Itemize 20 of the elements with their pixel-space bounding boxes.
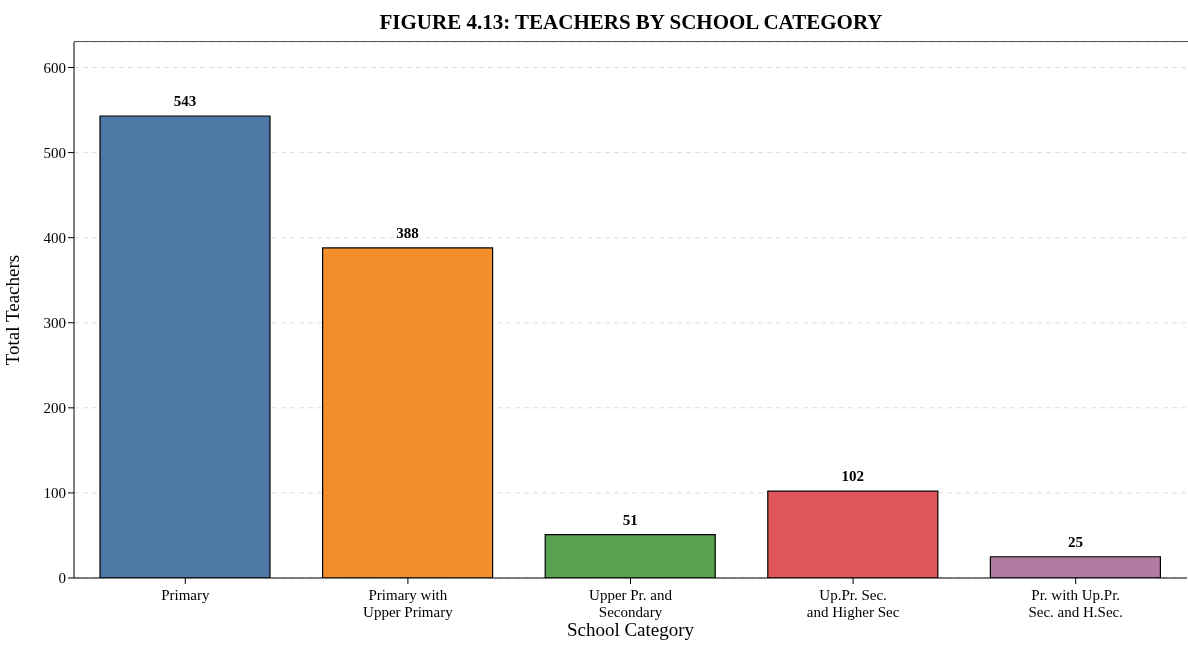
data-label: 388 bbox=[396, 224, 419, 241]
data-label: 51 bbox=[622, 511, 638, 528]
chart-title: FIGURE 4.13: TEACHERS BY SCHOOL CATEGORY bbox=[378, 10, 884, 35]
x-tick-label: Pr. with Up.Pr. Sec. and H.Sec. bbox=[1028, 587, 1123, 620]
y-tick-label: 0 bbox=[58, 570, 66, 587]
y-tick-label: 500 bbox=[43, 144, 66, 161]
data-label: 543 bbox=[173, 93, 197, 110]
y-tick-label: 200 bbox=[43, 400, 66, 417]
y-tick-label: 600 bbox=[43, 59, 66, 76]
x-tick-label: Upper Pr. and Secondary bbox=[589, 587, 673, 620]
data-label: 102 bbox=[841, 468, 865, 485]
x-axis-title: School Category bbox=[566, 619, 695, 640]
y-tick-label: 100 bbox=[43, 485, 66, 502]
data-label: 25 bbox=[1067, 533, 1083, 550]
y-axis-title: Total Teachers bbox=[1, 254, 23, 366]
y-tick-label: 400 bbox=[43, 230, 66, 247]
y-tick-label: 300 bbox=[43, 315, 66, 332]
x-tick-label: Primary with Upper Primary bbox=[363, 587, 454, 620]
x-tick-label: Primary bbox=[161, 587, 210, 603]
x-tick-label: Up.Pr. Sec. and Higher Sec bbox=[806, 587, 900, 620]
